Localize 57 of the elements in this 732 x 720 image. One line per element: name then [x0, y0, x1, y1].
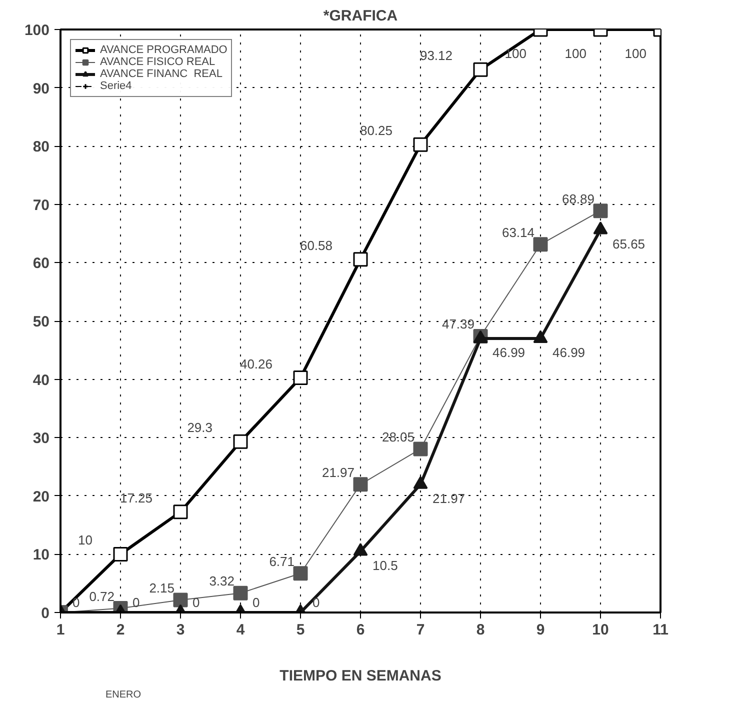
y-tick-label: 80 — [32, 138, 50, 156]
data-label: 2.15 — [149, 580, 175, 596]
legend-label: AVANCE FISICO REAL — [100, 56, 216, 68]
x-tick-label: 4 — [236, 622, 246, 638]
x-tick-label: 11 — [652, 622, 668, 638]
data-label: 46.99 — [492, 345, 526, 360]
x-tick-label: 2 — [116, 622, 125, 638]
data-label: 0 — [192, 595, 200, 610]
x-tick-label: 5 — [296, 622, 305, 638]
y-tick-label: 70 — [32, 196, 50, 214]
data-label: 6.71 — [269, 554, 295, 569]
y-tick-label: 90 — [32, 80, 50, 98]
text: ENERO — [106, 690, 142, 700]
data-label: 47.39 — [442, 316, 475, 332]
legend-label: Serie4 — [100, 80, 132, 92]
data-label: 10 — [78, 532, 93, 548]
data-label: 100 — [564, 46, 587, 61]
y-tick-label: 0 — [41, 605, 50, 622]
data-label: 0.72 — [89, 588, 115, 604]
data-label: 3.32 — [209, 574, 235, 589]
y-tick-label: 50 — [32, 314, 50, 330]
y-tick-label: 10 — [32, 546, 50, 564]
y-tick-label: 20 — [32, 488, 50, 506]
y-tick-label: 100 — [24, 22, 50, 39]
data-label: 93.12 — [420, 48, 453, 64]
data-label: 65.65 — [612, 236, 646, 252]
x-tick-label: 9 — [536, 622, 545, 638]
data-label: 63.14 — [502, 224, 535, 240]
x-tick-label: 6 — [356, 622, 365, 638]
data-label: 29.3 — [187, 420, 213, 436]
y-tick-label: 60 — [32, 255, 50, 272]
y-tick-label: 40 — [32, 372, 50, 389]
data-label: 10.5 — [372, 558, 398, 573]
data-label: 28.05 — [382, 429, 415, 444]
data-label: 80.25 — [360, 123, 393, 138]
data-label: 0 — [312, 595, 320, 610]
data-label: 68.89 — [562, 191, 595, 206]
legend-label: AVANCE FINANC REAL — [100, 68, 222, 80]
chart-title: *GRAFICA — [323, 8, 398, 24]
data-label: 46.99 — [552, 345, 586, 360]
data-label: 0 — [252, 595, 260, 610]
legend-label: AVANCE PROGRAMADO — [100, 44, 228, 56]
x-tick-label: 10 — [592, 622, 609, 638]
y-tick-label: 30 — [32, 430, 50, 448]
data-label: 40.26 — [240, 356, 273, 372]
x-axis-title: TIEMPO EN SEMANAS — [280, 668, 442, 684]
data-label: 17.25 — [120, 490, 153, 506]
data-label: 0 — [72, 595, 80, 610]
x-tick-label: 7 — [416, 622, 425, 638]
data-label: 100 — [504, 46, 527, 61]
data-label: 21.97 — [432, 490, 466, 506]
data-label: 60.58 — [300, 238, 333, 253]
x-tick-label: 8 — [476, 622, 485, 638]
data-label: 100 — [624, 46, 647, 61]
x-tick-label: 3 — [176, 622, 185, 638]
data-label: 21.97 — [322, 464, 355, 480]
x-tick-label: 1 — [56, 622, 65, 638]
